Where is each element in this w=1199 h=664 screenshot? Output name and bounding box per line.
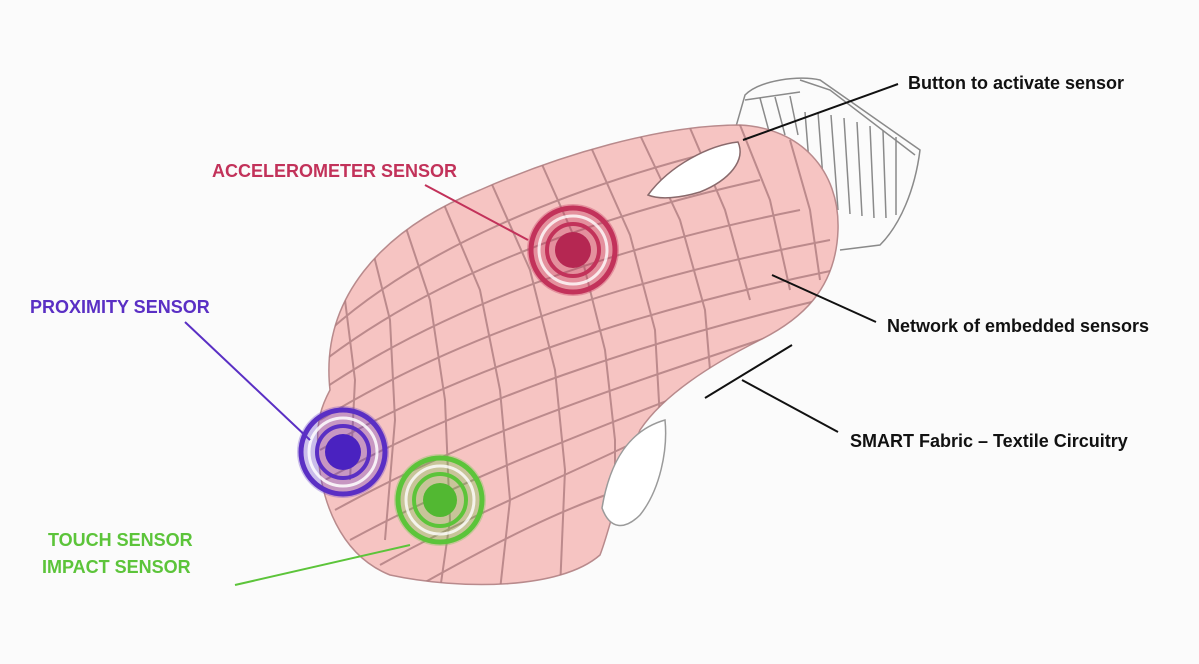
side-cutout — [601, 419, 667, 527]
button-label: Button to activate sensor — [908, 73, 1125, 93]
device-cuff — [734, 77, 921, 251]
network-leader — [771, 274, 877, 323]
device-opening — [646, 141, 741, 199]
impact-label: IMPACT SENSOR — [42, 557, 191, 577]
fabric-leader — [741, 379, 839, 433]
touch-label: TOUCH SENSOR — [48, 530, 193, 550]
network-label: Network of embedded sensors — [887, 316, 1150, 336]
proximity-leader — [184, 321, 311, 441]
fabric-label: SMART Fabric – Textile Circuitry — [850, 431, 1128, 451]
accelerometer-leader — [424, 184, 529, 241]
proximity-label: PROXIMITY SENSOR — [30, 297, 210, 317]
touch-leader — [234, 544, 411, 586]
fabric-bracket — [704, 344, 793, 399]
proximity-sensor — [297, 406, 389, 498]
accelerometer-sensor — [527, 204, 619, 296]
accelerometer-label: ACCELEROMETER SENSOR — [212, 161, 458, 181]
button-leader — [742, 83, 899, 141]
touch-impact-sensor — [394, 454, 486, 546]
